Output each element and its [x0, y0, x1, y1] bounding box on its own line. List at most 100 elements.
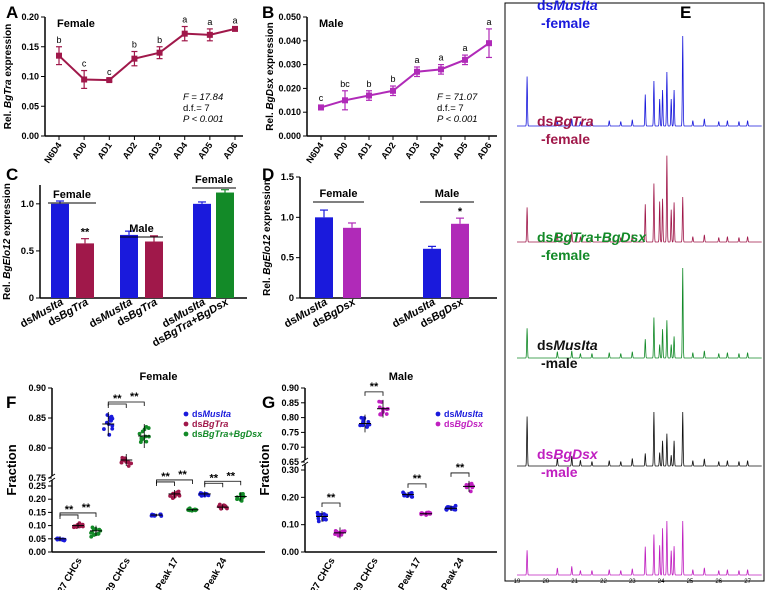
trace-label: dsBgTra+BgDsx	[537, 229, 647, 245]
data-point	[444, 507, 449, 512]
y-tick-label: 0.80	[281, 413, 299, 423]
trace-label: dsBgTra	[537, 113, 594, 129]
x-tick-label: C29 CHCs	[348, 556, 380, 590]
y-tick-label: 0.05	[21, 101, 39, 111]
y-tick-label: 0.85	[28, 413, 46, 423]
data-point	[146, 434, 151, 439]
series-line	[58, 27, 236, 82]
y-tick-label: 0.010	[278, 107, 301, 117]
data-point	[181, 30, 188, 37]
data-point	[138, 440, 143, 444]
significance-letter: b	[132, 40, 137, 50]
panel-a-chart: 0.00 0.05 0.10 0.15 0.20 N6D4 AD0 AD1 AD2 AD3 AD4 A…	[3, 12, 243, 165]
y-axis-label: Rel. BgElo12 expression	[262, 179, 273, 296]
data-point	[232, 25, 238, 32]
axis-break	[301, 457, 309, 463]
y-tick-label: 0.020	[278, 83, 301, 93]
significance-mark: **	[456, 462, 465, 474]
x-tick-label: 20	[542, 579, 549, 585]
data-point	[379, 412, 384, 417]
group-label: Female	[53, 189, 91, 201]
panel-label-f: F	[6, 393, 16, 412]
bar	[76, 243, 94, 298]
data-point	[469, 481, 474, 486]
significance-letter: b	[56, 35, 61, 45]
data-point	[110, 426, 115, 431]
y-tick-label: 0.80	[28, 443, 46, 453]
legend-label: dsBgTra+BgDsx	[192, 429, 263, 439]
chromatogram-trace	[517, 520, 762, 576]
y-tick-label: 0.00	[28, 547, 46, 557]
data-point	[168, 494, 173, 498]
data-point	[453, 503, 458, 508]
x-tick-label: C27 CHCs	[52, 556, 84, 590]
panel-label-d: D	[262, 165, 274, 184]
significance-mark: **	[82, 502, 91, 514]
bar	[120, 234, 138, 298]
stat-text: d.f.= 7	[437, 103, 464, 114]
data-point	[361, 419, 366, 423]
y-tick-label: 0	[289, 293, 294, 304]
panel-label-b: B	[262, 3, 274, 22]
data-point	[156, 49, 163, 56]
data-point	[318, 104, 324, 111]
y-tick-label: 0.25	[28, 481, 46, 491]
data-point	[119, 460, 124, 465]
x-tick-label: AD2	[379, 140, 398, 160]
y-tick-label: 0.85	[281, 398, 299, 408]
x-tick-label: AD1	[95, 140, 114, 160]
y-tick-label: 0.00	[281, 547, 299, 557]
x-tick-label: C27 CHCs	[305, 556, 337, 590]
data-point	[414, 68, 420, 75]
sig-bracket	[107, 401, 145, 406]
legend-label: dsBgTra	[192, 419, 228, 429]
data-point	[366, 92, 372, 99]
significance-mark: **	[327, 492, 336, 504]
x-tick-label: 22	[600, 579, 607, 585]
sig-bracket	[59, 512, 97, 517]
bar	[145, 241, 163, 298]
sig-bracket	[321, 502, 341, 507]
data-point	[96, 531, 101, 536]
axis-break	[48, 477, 56, 483]
legend-label: dsMusIta	[192, 409, 231, 419]
significance-mark: **	[65, 504, 74, 516]
panel-e-chart: dsMusIta -female dsBgTra -female dsBgTra+BgD…	[504, 0, 765, 585]
data-point	[316, 519, 321, 524]
significance-letter: a	[207, 17, 212, 27]
x-tick-label: N6D4	[42, 140, 63, 165]
panel-g-chart: 0.00 0.10 0.20 0.300.65 0.70 0.75 0.80 0.85 0.90…	[257, 371, 497, 590]
y-tick-label: 0.040	[278, 36, 301, 46]
data-point	[131, 55, 138, 62]
legend-marker	[183, 431, 189, 437]
panel-label-a: A	[6, 3, 18, 22]
y-tick-label: 1.0	[281, 212, 294, 223]
data-point	[462, 56, 468, 63]
y-tick-label: 1.0	[21, 199, 34, 210]
significance-letter: bc	[340, 79, 350, 89]
bar	[193, 203, 211, 298]
x-tick-label: Peak 24	[202, 555, 230, 590]
legend-marker	[183, 421, 189, 427]
significance-letter: a	[462, 43, 467, 53]
y-tick-label: 0.10	[21, 72, 39, 82]
data-point	[81, 76, 88, 83]
data-point	[318, 512, 323, 517]
x-tick-label: 23	[629, 579, 636, 585]
sig-bracket	[364, 391, 384, 396]
data-point	[144, 439, 149, 444]
significance-mark: **	[226, 470, 235, 482]
x-tick-label: AD6	[221, 140, 240, 160]
data-point	[105, 413, 110, 417]
y-tick-label: 0.00	[21, 131, 39, 141]
chromatogram-trace	[517, 155, 762, 243]
bar	[423, 248, 441, 298]
legend-marker	[435, 421, 441, 427]
panel-b-chart: 0.000 0.010 0.020 0.030 0.040 0.050 N6D4 AD0 AD1…	[265, 12, 497, 165]
panel-f-chart: 0.00 0.05 0.10 0.15 0.20 0.250.75 0.80 0.85 0.90…	[4, 371, 265, 590]
significance-mark: **	[130, 391, 139, 403]
axis-break	[48, 473, 56, 479]
y-tick-label: 0.05	[28, 534, 46, 544]
bar	[216, 192, 234, 298]
y-tick-label: 0.050	[278, 12, 301, 22]
